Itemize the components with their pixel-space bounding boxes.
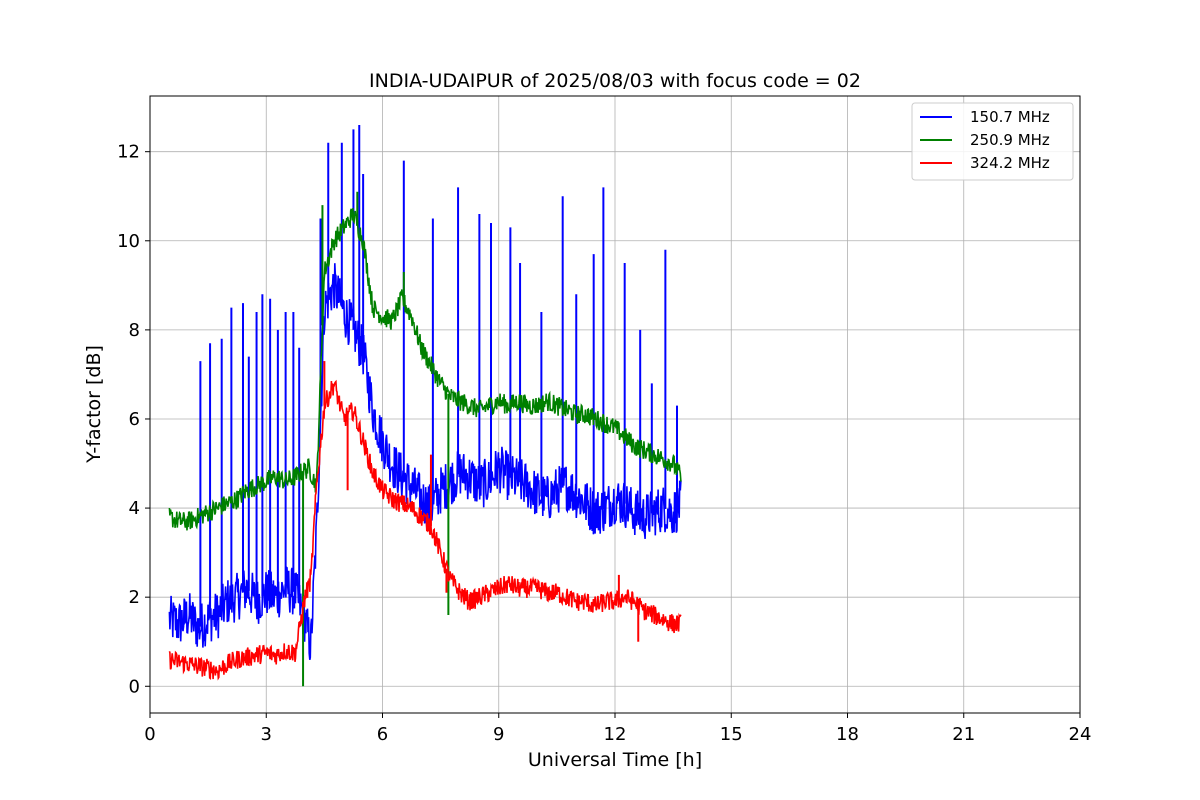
series-layer [168,124,682,687]
x-tick-label: 6 [377,724,388,745]
series-line [168,263,682,660]
chart-title: INDIA-UDAIPUR of 2025/08/03 with focus c… [369,70,861,92]
series-2 [168,361,682,681]
legend: 150.7 MHz 250.9 MHz 324.2 MHz [911,102,1074,181]
legend-label: 324.2 MHz [970,154,1050,172]
x-tick-label: 21 [952,724,975,745]
y-tick-label: 4 [129,498,140,519]
y-tick-label: 12 [117,142,140,163]
y-tick-label: 6 [129,409,140,430]
legend-label: 150.7 MHz [970,108,1050,126]
x-tick-label: 9 [493,724,504,745]
x-axis-label: Universal Time [h] [528,749,702,771]
x-tick-label: 24 [1069,724,1092,745]
x-tick-label: 3 [261,724,272,745]
y-axis-label: Y-factor [dB] [83,345,105,464]
x-tick-label: 12 [604,724,627,745]
legend-box [911,102,1074,181]
x-tick-label: 0 [144,724,155,745]
series-line [168,208,682,531]
y-tick-label: 8 [129,320,140,341]
y-tick-label: 2 [129,587,140,608]
y-tick-label: 0 [129,676,140,697]
x-tick-label: 18 [836,724,859,745]
legend-label: 250.9 MHz [970,131,1050,149]
series-0 [168,124,682,660]
y-tick-label: 10 [117,231,140,252]
series-line [168,379,682,681]
x-tick-label: 15 [720,724,743,745]
